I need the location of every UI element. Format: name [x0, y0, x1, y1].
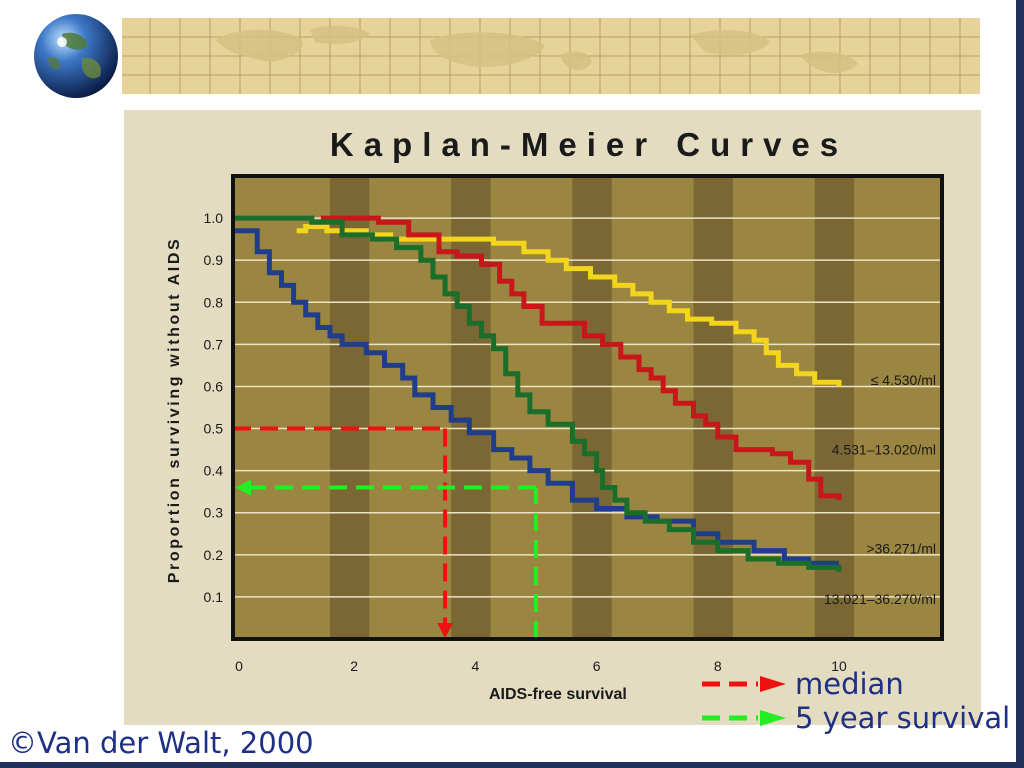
y-tick-label-2: 0.3 [204, 505, 224, 521]
five-year-arrowhead [235, 479, 251, 496]
y-tick-label-0: 0.1 [204, 589, 224, 605]
x-tick-labels: 0 2 4 6 8 10 [235, 658, 847, 674]
y-tick-label-8: 0.9 [204, 252, 224, 268]
curve-annotation-2: >36.271/ml [866, 541, 936, 557]
x-tick-label-3: 6 [593, 658, 601, 674]
legend-five-year-label: 5 year survival [795, 701, 1011, 735]
marker-layer [233, 426, 538, 639]
shaded-bands [329, 176, 855, 639]
x-tick-label-5: 10 [831, 658, 847, 674]
y-tick-label-3: 0.4 [204, 463, 224, 479]
x-tick-label-0: 0 [235, 658, 243, 674]
plot-frame [231, 174, 944, 641]
curve-annotation-3: 13.021–36.270/ml [824, 591, 936, 607]
five-year-arrow-icon [702, 710, 786, 726]
curve-annotation-0: ≤ 4.530/ml [871, 372, 936, 388]
shaded-band-2 [572, 176, 612, 639]
slide-frame-right [1016, 0, 1024, 768]
curve-annotation-1: 4.531–13.020/ml [832, 442, 936, 458]
x-tick-label-4: 8 [714, 658, 722, 674]
series-line-2 [233, 228, 839, 566]
series-line-3 [233, 215, 842, 572]
curve-annotations: ≤ 4.530/ml 4.531–13.020/ml >36.271/ml 13.02… [824, 372, 936, 607]
y-tick-labels: 0.1 0.2 0.3 0.4 0.5 0.6 0.7 0.8 0.9 1.0 [204, 210, 224, 605]
shaded-band-0 [329, 176, 370, 639]
legend-median-label: median [795, 667, 904, 701]
y-tick-label-9: 1.0 [204, 210, 224, 226]
y-tick-label-6: 0.7 [204, 336, 224, 352]
y-tick-label-5: 0.6 [204, 378, 224, 394]
median-arrow-icon [702, 676, 786, 692]
series-line-1 [320, 215, 842, 501]
shaded-band-1 [451, 176, 491, 639]
y-tick-label-1: 0.2 [204, 547, 224, 563]
shaded-band-3 [693, 176, 733, 639]
kaplan-meier-chart: Kaplan-Meier Curves 0.10.20.30.40.50.60.… [166, 126, 944, 703]
y-tick-label-7: 0.8 [204, 294, 224, 310]
x-tick-label-2: 4 [471, 658, 479, 674]
slide-frame-bottom [0, 762, 1024, 768]
median-arrowhead [437, 623, 454, 638]
chart-title: Kaplan-Meier Curves [330, 126, 848, 163]
figure-panel: Kaplan-Meier Curves 0.1 0.2 0.3 0.4 0.5 0.6 0.… [124, 110, 981, 725]
x-axis-label: AIDS-free survival [489, 686, 627, 703]
source-credit: ©Van der Walt, 2000 [8, 726, 314, 760]
y-tick-label-4: 0.5 [204, 421, 224, 437]
world-map-banner [0, 0, 980, 110]
x-tick-label-1: 2 [350, 658, 358, 674]
y-axis-label: Proportion surviving without AIDS [166, 237, 183, 584]
series-layer [233, 215, 842, 572]
globe-icon [34, 14, 118, 98]
